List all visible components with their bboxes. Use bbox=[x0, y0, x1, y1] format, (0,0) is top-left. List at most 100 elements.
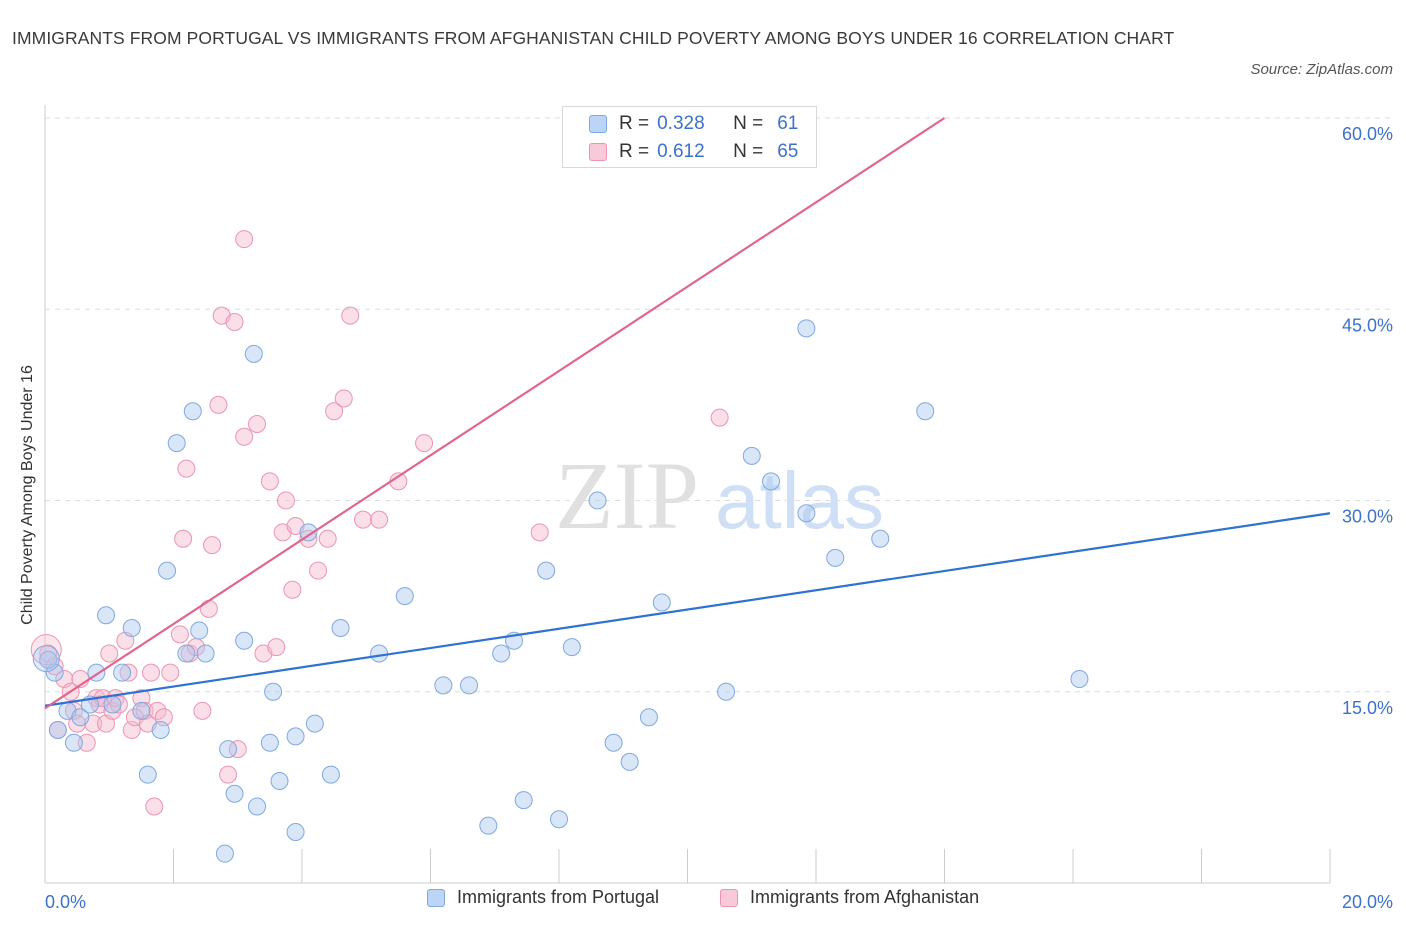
watermark: ZIP atlas bbox=[555, 442, 884, 549]
tick-labels: 15.0% 30.0% 45.0% 60.0% 0.0% 20.0% bbox=[45, 124, 1393, 912]
y-tick-label: 15.0% bbox=[1342, 698, 1393, 718]
stats-r-value: 0.328 bbox=[657, 113, 705, 134]
legend-swatch-afghanistan bbox=[720, 888, 738, 907]
data-point-afghanistan bbox=[267, 638, 286, 657]
data-point-portugal bbox=[305, 714, 324, 733]
data-point-afghanistan bbox=[283, 580, 302, 599]
stats-swatch-afghanistan bbox=[589, 143, 607, 161]
legend-label-portugal: Immigrants from Portugal bbox=[457, 887, 660, 907]
stats-r-label: R = bbox=[619, 141, 650, 162]
gridlines bbox=[45, 117, 1395, 693]
data-point-portugal bbox=[183, 402, 202, 421]
data-point-portugal bbox=[190, 621, 209, 640]
data-point-afghanistan bbox=[145, 797, 164, 816]
data-point-portugal bbox=[71, 708, 90, 727]
data-point-portugal bbox=[196, 644, 215, 663]
data-point-afghanistan bbox=[203, 536, 222, 555]
data-point-portugal bbox=[64, 733, 83, 752]
data-point-portugal bbox=[32, 645, 60, 673]
data-point-afghanistan bbox=[119, 663, 138, 682]
data-point-portugal bbox=[620, 752, 639, 771]
data-point-afghanistan bbox=[161, 663, 180, 682]
data-point-portugal bbox=[916, 402, 935, 421]
data-point-afghanistan bbox=[318, 529, 337, 548]
data-point-portugal bbox=[479, 816, 498, 835]
data-point-portugal bbox=[492, 644, 511, 663]
data-point-afghanistan bbox=[235, 427, 254, 446]
data-point-portugal bbox=[299, 523, 318, 542]
data-point-portugal bbox=[97, 606, 116, 625]
data-point-afghanistan bbox=[209, 395, 228, 414]
data-point-portugal bbox=[103, 695, 122, 714]
series-portugal-points bbox=[32, 319, 1089, 863]
data-point-portugal bbox=[562, 638, 581, 657]
y-tick-label: 30.0% bbox=[1342, 507, 1393, 527]
data-point-portugal bbox=[48, 721, 67, 739]
data-point-portugal bbox=[588, 491, 607, 510]
data-point-afghanistan bbox=[370, 510, 389, 529]
data-point-portugal bbox=[113, 663, 132, 682]
data-point-afghanistan bbox=[109, 695, 128, 714]
trend-line-afghanistan bbox=[44, 117, 946, 710]
data-point-afghanistan bbox=[199, 599, 218, 618]
data-point-portugal bbox=[537, 561, 556, 580]
legend-swatch-portugal bbox=[427, 888, 445, 907]
data-point-portugal bbox=[826, 548, 845, 567]
chart-title: IMMIGRANTS FROM PORTUGAL VS IMMIGRANTS F… bbox=[12, 28, 1175, 48]
stats-swatch-portugal bbox=[589, 115, 607, 133]
data-point-portugal bbox=[39, 650, 58, 669]
data-point-portugal bbox=[151, 721, 170, 739]
stats-legend: R = 0.328 N = 61 R = 0.612 N = 65 bbox=[562, 106, 817, 168]
data-point-portugal bbox=[604, 733, 623, 752]
legend-label-afghanistan: Immigrants from Afghanistan bbox=[750, 887, 980, 907]
data-point-portugal bbox=[270, 772, 289, 790]
data-point-afghanistan bbox=[142, 663, 161, 682]
data-point-portugal bbox=[167, 434, 186, 453]
stats-n-value: 61 bbox=[777, 113, 799, 134]
axes bbox=[44, 105, 1331, 884]
data-point-portugal bbox=[158, 561, 177, 580]
data-point-afghanistan bbox=[334, 389, 353, 408]
data-point-portugal bbox=[248, 797, 267, 816]
data-point-afghanistan bbox=[341, 306, 360, 325]
data-point-portugal bbox=[122, 619, 141, 637]
data-point-afghanistan bbox=[309, 561, 328, 580]
data-point-afghanistan bbox=[415, 434, 434, 453]
stats-n-value: 65 bbox=[777, 141, 799, 162]
y-tick-label: 45.0% bbox=[1342, 315, 1393, 335]
stats-r-label: R = bbox=[619, 113, 650, 134]
data-point-afghanistan bbox=[170, 625, 189, 644]
data-point-afghanistan bbox=[235, 230, 254, 249]
stats-row-afghanistan: R = 0.612 N = 65 bbox=[589, 138, 798, 166]
data-point-afghanistan bbox=[219, 765, 238, 784]
data-point-afghanistan bbox=[248, 415, 267, 433]
data-point-portugal bbox=[652, 593, 671, 612]
data-point-afghanistan bbox=[100, 644, 119, 663]
data-point-portugal bbox=[762, 472, 781, 491]
series-legend: Immigrants from Portugal Immigrants from… bbox=[0, 887, 1406, 917]
data-point-portugal bbox=[395, 587, 414, 606]
data-point-portugal bbox=[321, 765, 340, 784]
data-point-afghanistan bbox=[174, 529, 193, 548]
data-point-portugal bbox=[514, 791, 533, 810]
data-point-portugal bbox=[797, 504, 816, 523]
data-point-afghanistan bbox=[530, 523, 549, 542]
data-point-portugal bbox=[264, 682, 283, 701]
legend-item-portugal[interactable]: Immigrants from Portugal bbox=[427, 887, 659, 908]
data-point-portugal bbox=[286, 823, 305, 841]
y-tick-label: 60.0% bbox=[1342, 124, 1393, 144]
stats-r-value: 0.612 bbox=[657, 141, 705, 162]
data-point-afghanistan bbox=[148, 701, 167, 720]
data-point-portugal bbox=[370, 644, 389, 663]
data-point-afghanistan bbox=[354, 510, 373, 529]
data-point-portugal bbox=[797, 319, 816, 338]
data-point-portugal bbox=[219, 740, 238, 759]
watermark-atlas: atlas bbox=[715, 456, 884, 545]
trend-lines bbox=[44, 117, 1331, 710]
trend-line-portugal bbox=[44, 512, 1331, 707]
data-point-portugal bbox=[132, 701, 151, 720]
legend-item-afghanistan[interactable]: Immigrants from Afghanistan bbox=[720, 887, 979, 908]
data-point-afghanistan bbox=[225, 313, 244, 331]
data-point-portugal bbox=[550, 810, 568, 829]
